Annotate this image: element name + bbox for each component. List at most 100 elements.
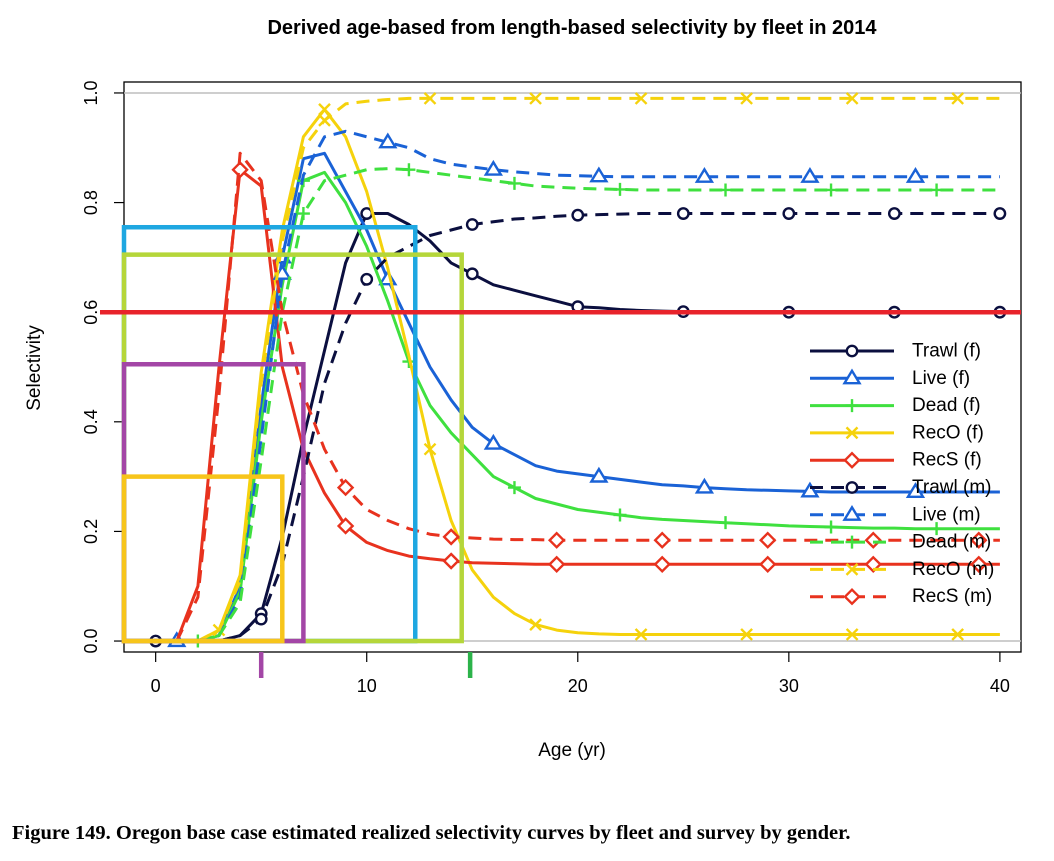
series-4-point-34 — [864, 555, 882, 574]
legend-marker-2 — [845, 399, 859, 413]
series-3-point-28 — [740, 628, 753, 641]
series-line-9 — [155, 151, 1000, 643]
series-8 — [155, 92, 1000, 643]
series-5-point-25 — [676, 207, 690, 220]
y-tick-label-0.2: 0.2 — [81, 519, 101, 544]
selectivity-chart: Derived age-based from length-based sele… — [24, 17, 1022, 761]
series-9-point-29 — [759, 531, 777, 549]
series-6-point-21 — [589, 166, 609, 183]
legend-marker-1 — [842, 368, 862, 385]
y-axis-label: Selectivity — [24, 325, 45, 411]
legend-label-0: Trawl (f) — [912, 341, 981, 362]
legend-label-6: Live (m) — [912, 504, 981, 525]
chart-title: Derived age-based from length-based sele… — [267, 17, 877, 39]
series-2-point-27 — [719, 516, 733, 530]
x-tick-label-0: 0 — [151, 676, 161, 696]
series-2-point-22 — [613, 508, 627, 522]
x-tick-label-10: 10 — [357, 676, 377, 696]
annotation-box-3 — [121, 474, 285, 644]
series-4-point-9 — [336, 517, 355, 535]
series-4-point-39 — [970, 555, 988, 574]
series-7-point-27 — [719, 183, 733, 197]
legend: Trawl (f) Live (f) Dead (f) RecO (f) RecS (f… — [810, 341, 994, 607]
legend-label-9: RecS (m) — [912, 586, 992, 607]
y-tick-label-0.0: 0.0 — [81, 629, 101, 654]
y-tick-label-0.6: 0.6 — [81, 300, 101, 325]
series-6-point-26 — [694, 167, 715, 183]
series-9-point-9 — [336, 478, 355, 497]
series-3-point-33 — [845, 628, 859, 641]
series-7-point-17 — [507, 176, 521, 190]
series-6-point-16 — [483, 159, 503, 176]
series-1-point-36 — [905, 482, 926, 499]
series-line-6 — [155, 129, 1000, 643]
legend-marker-7 — [845, 535, 859, 549]
series-9-point-34 — [864, 531, 882, 549]
series-2-point-32 — [824, 520, 838, 534]
series-5 — [155, 207, 1007, 643]
legend-label-4: RecS (f) — [912, 450, 982, 471]
series-line-7 — [155, 167, 1000, 643]
legend-marker-5 — [845, 481, 859, 494]
series-4 — [155, 160, 1000, 643]
series-1-point-21 — [589, 466, 609, 483]
series-6-point-31 — [800, 167, 820, 183]
series-4-point-19 — [547, 555, 566, 574]
legend-label-8: RecO (m) — [912, 559, 994, 580]
legend-marker-0 — [845, 344, 859, 358]
series-8-point-38 — [951, 92, 965, 105]
series-0-point-15 — [465, 267, 479, 281]
series-6-point-36 — [905, 167, 926, 183]
series-8-point-23 — [634, 92, 648, 105]
series-9-point-14 — [442, 528, 460, 546]
x-tick-label-30: 30 — [779, 676, 799, 696]
series-5-point-35 — [887, 207, 901, 220]
series-5-point-5 — [254, 612, 268, 626]
figure-caption: Figure 149. Oregon base case estimated r… — [12, 822, 851, 844]
x-axis-label: Age (yr) — [538, 740, 606, 761]
series-line-1 — [155, 151, 1000, 643]
y-tick-label-1.0: 1.0 — [81, 80, 101, 105]
series-5-point-10 — [360, 272, 374, 286]
series-2-point-37 — [930, 522, 944, 536]
series-3-point-8 — [318, 103, 331, 116]
x-tick-label-20: 20 — [568, 676, 588, 696]
plot-frame — [123, 81, 1022, 653]
series-line-4 — [155, 168, 1000, 643]
legend-marker-9 — [843, 588, 861, 606]
y-tick-label-0.8: 0.8 — [81, 190, 101, 215]
series-4-point-4 — [231, 160, 249, 179]
series-9-point-39 — [970, 531, 988, 549]
legend-label-7: Dead (m) — [912, 532, 991, 553]
series-3-point-13 — [423, 442, 437, 456]
legend-marker-4 — [843, 451, 861, 469]
series-8-point-13 — [423, 92, 437, 105]
plot-area: 0 10 20 30 40 0.0 0.2 0.4 0.6 0.8 1.0 Trawl (f) Live… — [81, 80, 1022, 696]
series-9 — [155, 151, 1000, 643]
legend-label-5: Trawl (m) — [912, 477, 992, 498]
series-9-point-24 — [653, 531, 671, 549]
legend-marker-8 — [845, 563, 859, 576]
series-8-point-28 — [740, 92, 753, 105]
series-3-point-18 — [529, 618, 542, 631]
series-4-point-29 — [759, 555, 777, 574]
series-8-point-18 — [529, 92, 542, 105]
legend-marker-6 — [842, 504, 862, 521]
series-7-point-7 — [296, 207, 310, 221]
series-6-point-11 — [378, 132, 398, 149]
series-line-8 — [155, 96, 1000, 643]
series-3 — [155, 103, 1000, 643]
x-tick-label-40: 40 — [990, 676, 1010, 696]
series-2 — [155, 170, 1000, 648]
series-7-point-37 — [930, 183, 944, 197]
series-6 — [155, 129, 1000, 643]
series-2-point-17 — [507, 481, 521, 495]
series-1-point-26 — [694, 477, 715, 494]
series-7-point-22 — [613, 182, 627, 196]
series-1-point-31 — [800, 481, 820, 498]
series-9-point-19 — [547, 531, 566, 549]
series-7-point-32 — [824, 183, 838, 197]
legend-label-1: Live (f) — [912, 368, 970, 389]
series-line-3 — [155, 107, 1000, 643]
series-8-point-8 — [318, 114, 331, 127]
